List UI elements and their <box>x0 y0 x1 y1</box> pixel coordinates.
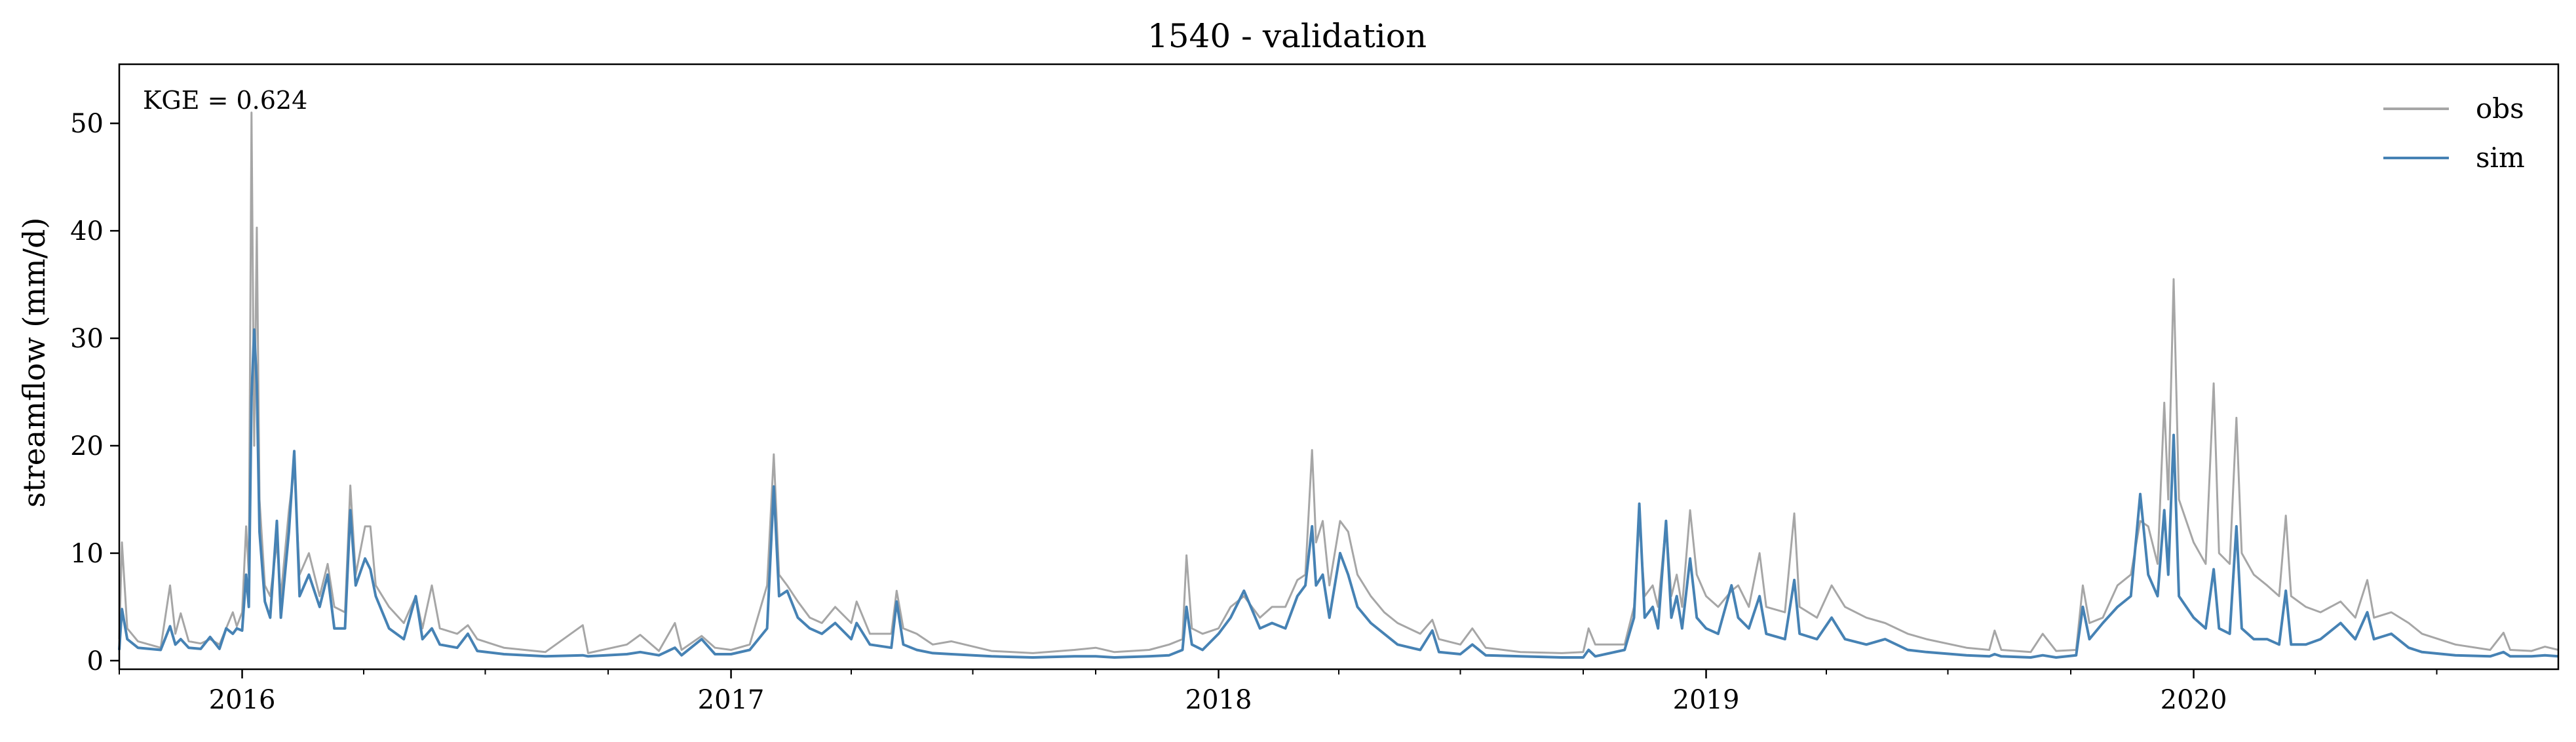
axis-layer: 0 10 20 30 40 50 2016 2017 2018 2019 2020 <box>70 109 2438 715</box>
x-tick-label: 2018 <box>1185 685 1252 715</box>
y-tick-label: 50 <box>70 109 104 139</box>
x-tick-label: 2016 <box>209 685 276 715</box>
series-line-obs <box>118 111 2559 654</box>
legend: obs sim <box>2383 92 2525 174</box>
legend-label-obs: obs <box>2476 92 2524 125</box>
kge-annotation: KGE = 0.624 <box>143 86 307 115</box>
chart-title: 1540 - validation <box>1147 17 1427 55</box>
x-tick-label: 2017 <box>698 685 765 715</box>
y-tick-label: 10 <box>70 539 104 569</box>
y-tick-label: 20 <box>70 431 104 461</box>
x-tick-label: 2020 <box>2161 685 2227 715</box>
y-tick-label: 40 <box>70 216 104 246</box>
series-layer <box>118 111 2559 659</box>
y-axis-label: streamflow (mm/d) <box>16 218 52 508</box>
series-line-sim <box>118 328 2559 659</box>
y-tick-label: 0 <box>87 646 104 676</box>
plot-frame <box>118 63 2560 671</box>
legend-label-sim: sim <box>2476 142 2525 174</box>
x-tick-label: 2019 <box>1673 685 1740 715</box>
y-tick-label: 30 <box>70 324 104 354</box>
